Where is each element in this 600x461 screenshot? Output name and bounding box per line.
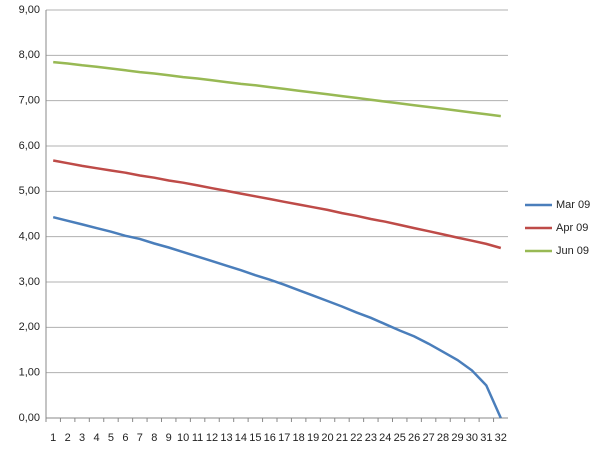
x-tick-label: 30 — [466, 432, 478, 444]
legend-label: Mar 09 — [556, 199, 590, 211]
x-tick-label: 24 — [379, 432, 391, 444]
x-tick-label: 17 — [278, 432, 290, 444]
y-tick-label: 2,00 — [19, 321, 40, 333]
y-tick-label: 8,00 — [19, 49, 40, 61]
x-tick-label: 14 — [235, 432, 247, 444]
y-tick-label: 1,00 — [19, 367, 40, 379]
x-tick-label: 29 — [451, 432, 463, 444]
series-line — [53, 60, 501, 118]
series-line — [52, 215, 502, 419]
x-tick-label: 19 — [307, 432, 319, 444]
x-tick-label: 22 — [350, 432, 362, 444]
x-tick-label: 16 — [264, 432, 276, 444]
x-tick-label: 23 — [365, 432, 377, 444]
x-tick-label: 20 — [321, 432, 333, 444]
x-tick-label: 9 — [166, 432, 172, 444]
x-tick-label: 1 — [50, 432, 56, 444]
x-tick-label: 15 — [249, 432, 261, 444]
x-tick-label: 2 — [65, 432, 71, 444]
x-tick-label: 18 — [293, 432, 305, 444]
x-tick-label: 6 — [122, 432, 128, 444]
x-tick-label: 13 — [220, 432, 232, 444]
y-tick-label: 0,00 — [19, 412, 40, 424]
legend-label: Apr 09 — [556, 222, 588, 234]
x-tick-label: 31 — [480, 432, 492, 444]
x-tick-label: 27 — [422, 432, 434, 444]
x-tick-label: 25 — [394, 432, 406, 444]
x-tick-label: 3 — [79, 432, 85, 444]
y-tick-label: 5,00 — [19, 185, 40, 197]
x-tick-label: 32 — [495, 432, 507, 444]
x-tick-label: 26 — [408, 432, 420, 444]
y-tick-label: 3,00 — [19, 276, 40, 288]
x-tick-label: 4 — [93, 432, 99, 444]
x-tick-label: 8 — [151, 432, 157, 444]
x-tick-label: 7 — [137, 432, 143, 444]
legend-label: Jun 09 — [556, 245, 589, 257]
x-tick-label: 21 — [336, 432, 348, 444]
series-line — [52, 159, 502, 250]
y-tick-label: 7,00 — [19, 95, 40, 107]
x-tick-label: 10 — [177, 432, 189, 444]
x-tick-label: 5 — [108, 432, 114, 444]
y-tick-label: 6,00 — [19, 140, 40, 152]
x-tick-label: 11 — [192, 432, 203, 444]
x-tick-label: 12 — [206, 432, 218, 444]
y-tick-label: 9,00 — [19, 4, 40, 16]
x-tick-label: 28 — [437, 432, 449, 444]
y-tick-label: 4,00 — [19, 231, 40, 243]
